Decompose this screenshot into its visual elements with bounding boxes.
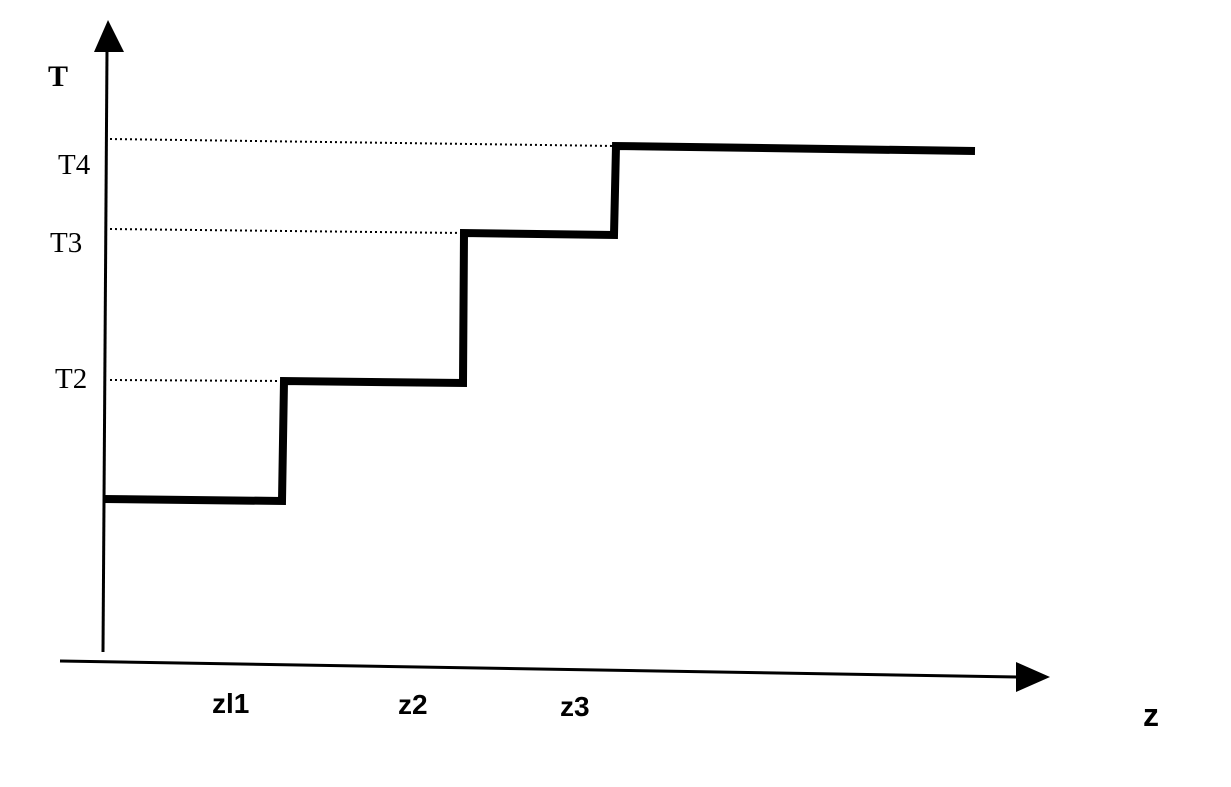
y-axis bbox=[101, 49, 109, 653]
x-mark-label-z2: z2 bbox=[398, 689, 428, 720]
y-axis-label: T bbox=[48, 60, 68, 93]
y-level-label-t3: T3 bbox=[50, 227, 82, 259]
x-axis-label: z bbox=[1143, 697, 1159, 733]
y-level-label-t2: T2 bbox=[55, 363, 87, 395]
y-axis-arrow-icon bbox=[94, 20, 124, 52]
y-level-label-t4: T4 bbox=[58, 149, 91, 181]
x-mark-label-zl1: zl1 bbox=[212, 688, 249, 719]
x-mark-label-z3: z3 bbox=[560, 691, 590, 722]
guide-line-t2 bbox=[109, 379, 285, 382]
step-curve bbox=[102, 141, 976, 506]
x-axis-arrow-icon bbox=[1016, 662, 1050, 692]
guide-line-t4 bbox=[109, 138, 616, 147]
x-axis bbox=[59, 659, 1021, 679]
guide-line-t3 bbox=[109, 228, 464, 234]
